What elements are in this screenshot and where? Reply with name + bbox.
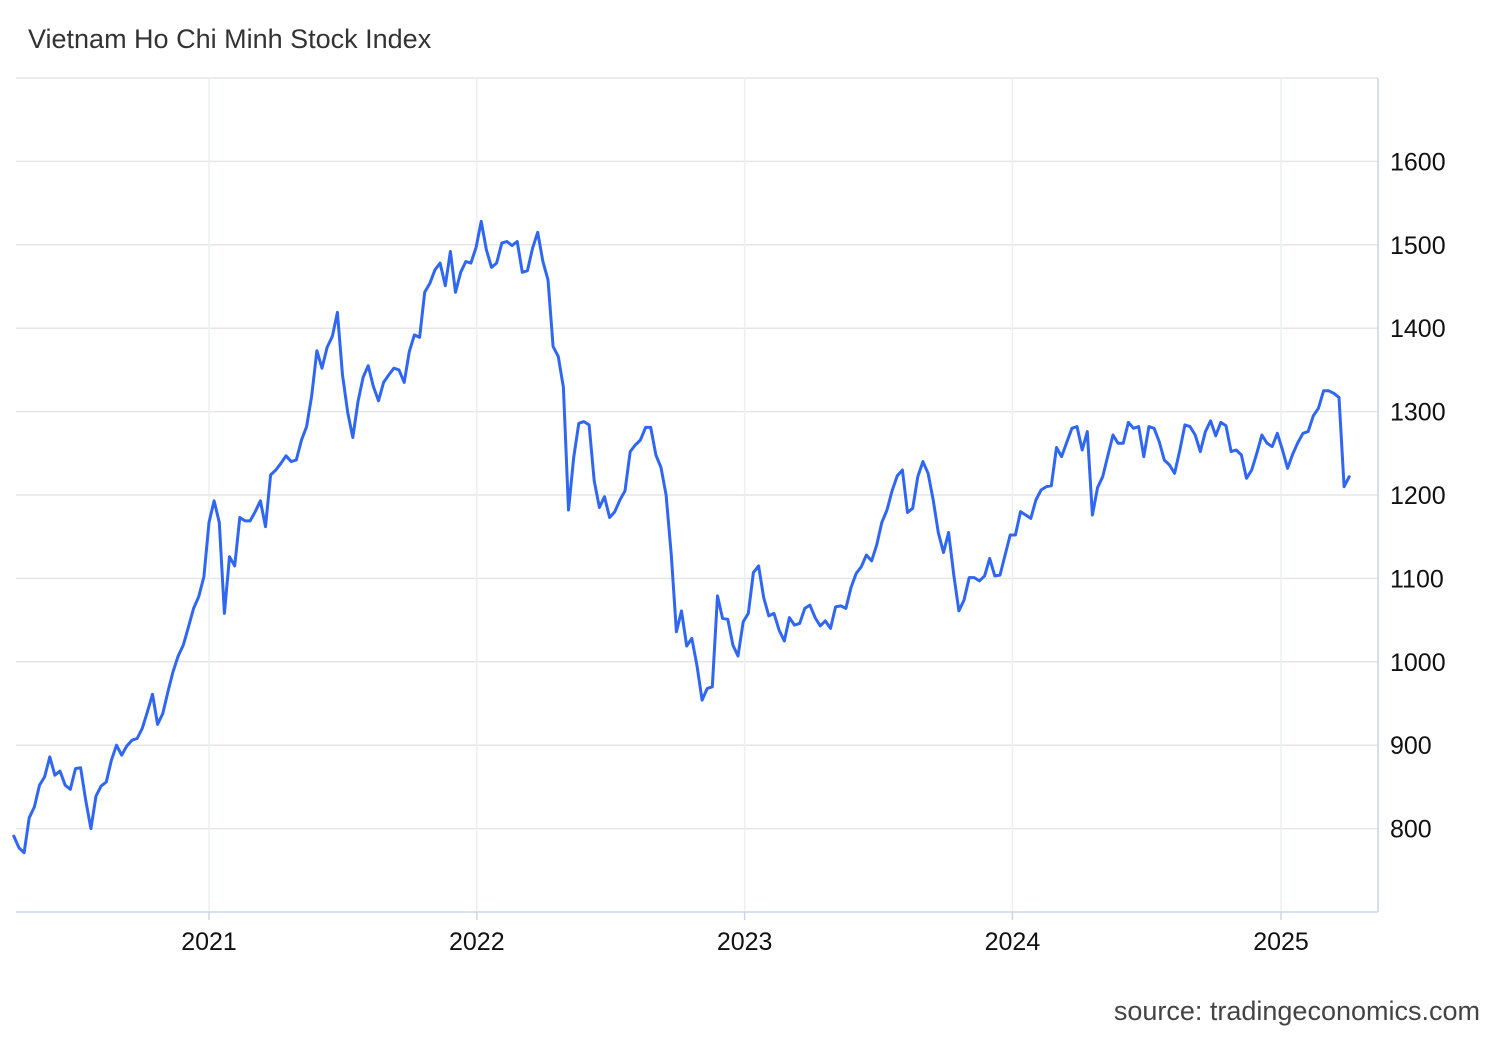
x-tick-label: 2022 [449,928,505,956]
y-tick-label: 1000 [1390,649,1446,677]
series-group [12,219,1351,855]
y-tick-label: 1100 [1390,565,1444,593]
source-credit[interactable]: source: tradingeconomics.com [1113,996,1480,1026]
y-tick-label: 1200 [1390,482,1446,510]
gridlines [16,77,1378,912]
y-tick-label: 1500 [1390,232,1446,260]
x-tick-label: 2025 [1253,928,1309,956]
y-tick-label: 800 [1390,816,1432,844]
x-tick-label: 2023 [717,928,773,956]
x-tick-label: 2024 [985,928,1041,956]
y-tick-label: 900 [1390,732,1432,760]
x-tick-label: 2021 [181,928,237,956]
tick-labels: 2021 2022 2023 2024 2025 800 900 1000 1100 1200 13… [181,148,1445,956]
chart-title: Vietnam Ho Chi Minh Stock Index [28,24,432,54]
axes [16,78,1379,920]
series-line [12,219,1351,855]
y-tick-label: 1400 [1390,315,1446,343]
y-tick-label: 1600 [1390,148,1446,176]
y-tick-label: 1300 [1390,399,1446,427]
